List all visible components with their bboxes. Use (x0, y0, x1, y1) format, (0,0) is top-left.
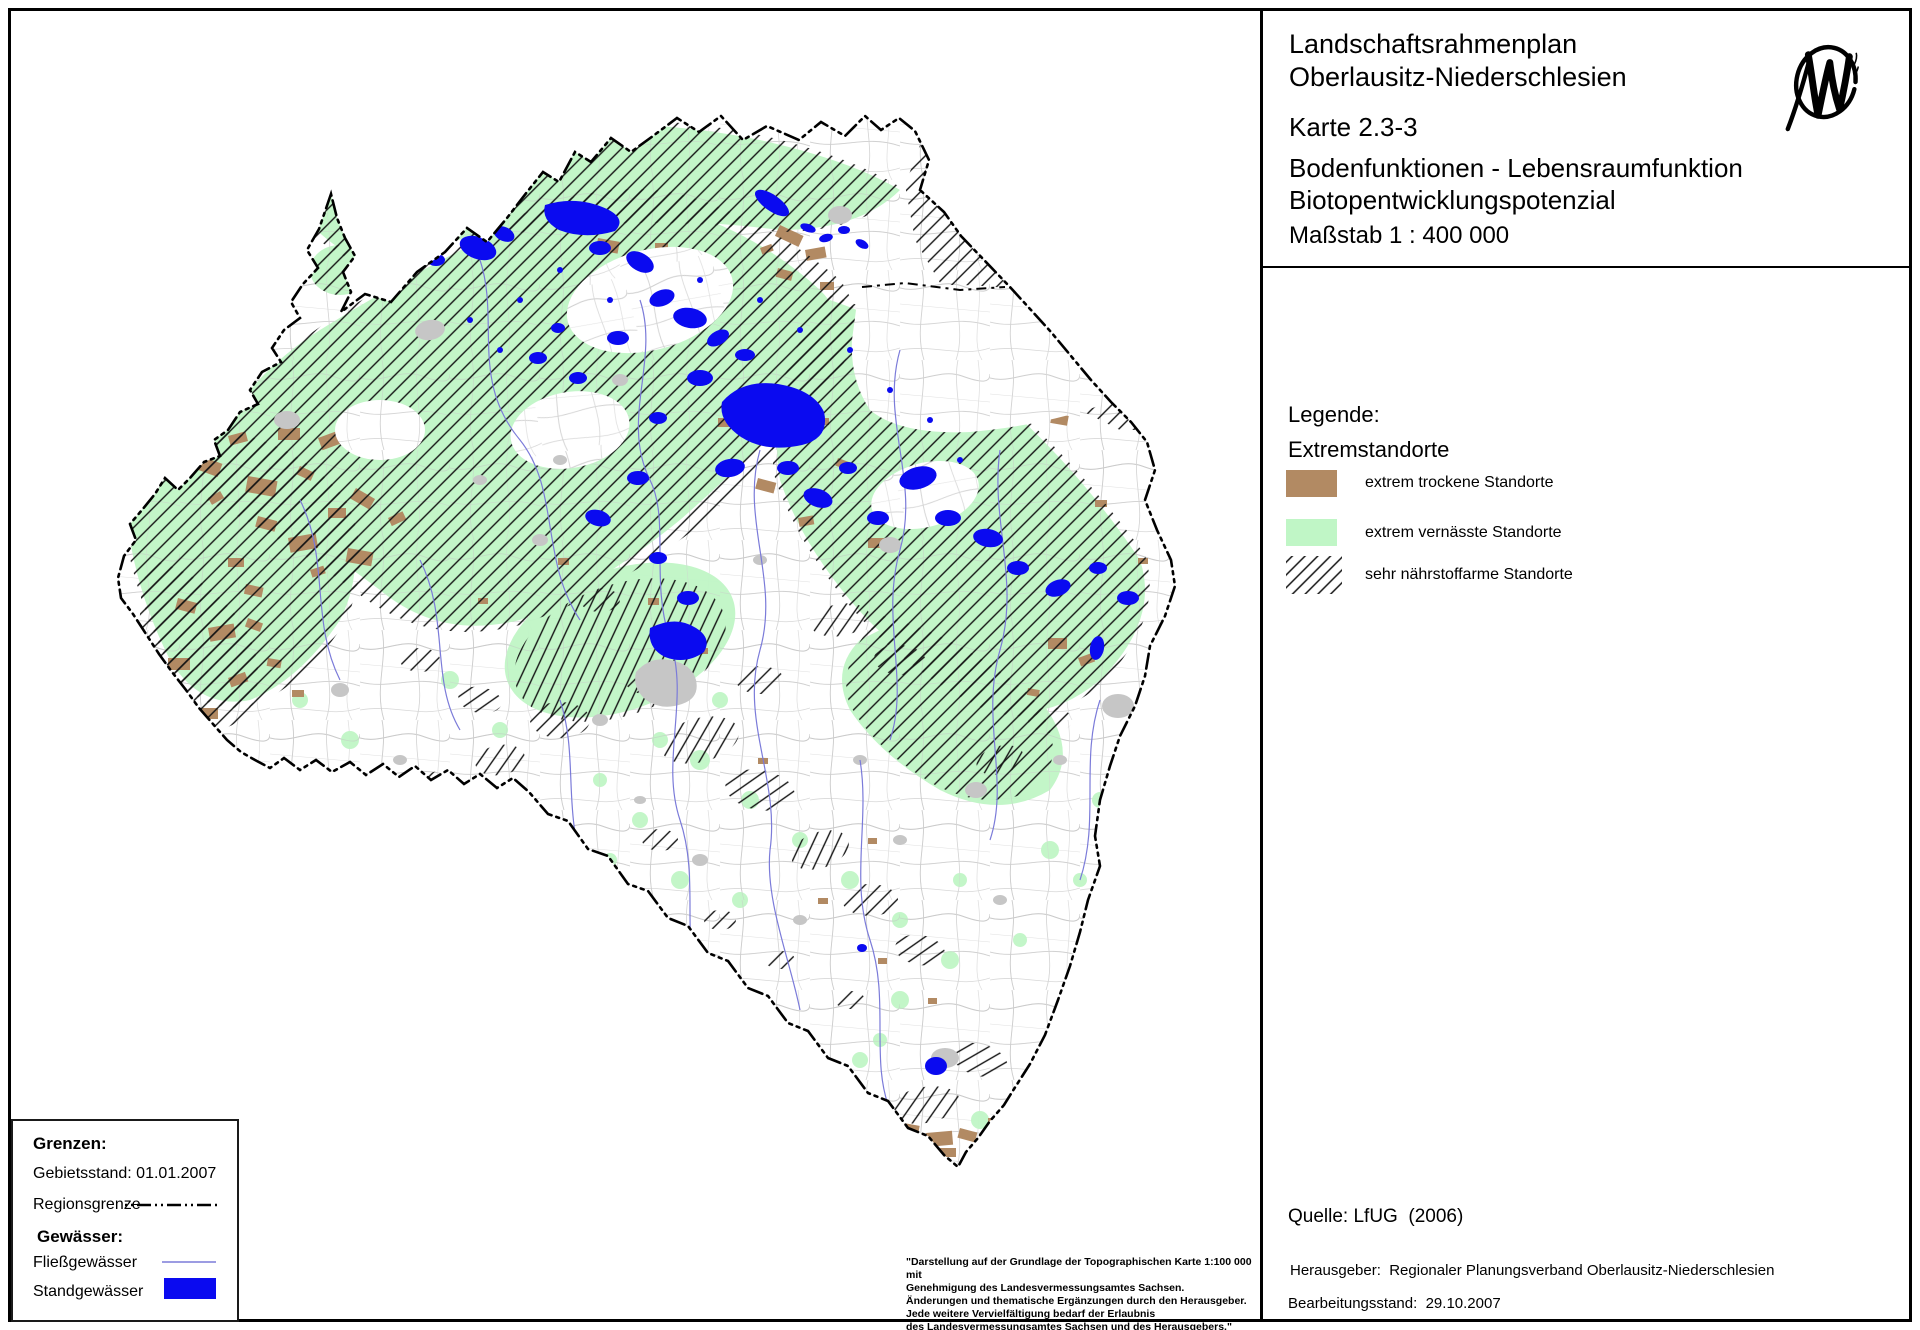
flowing-water-label: Fließgewässer (33, 1254, 138, 1271)
legend-label-dry: extrem trockene Standorte (1365, 474, 1554, 491)
legend-label-wet: extrem vernässte Standorte (1365, 524, 1562, 541)
standing-water-label: Standgewässer (33, 1283, 144, 1300)
map-key-box: Grenzen: Gebietsstand: 01.01.2007 Region… (11, 1119, 239, 1322)
disclaimer-line1: "Darstellung auf der Grundlage der Topog… (906, 1256, 1252, 1281)
lake-layer (349, 186, 1139, 1075)
map-scale: Maßstab 1 : 400 000 (1289, 222, 1510, 249)
waters-heading: Gewässer: (37, 1227, 123, 1246)
source-line: Quelle: LfUG (2006) (1288, 1206, 1464, 1227)
territory-date: Gebietsstand: 01.01.2007 (33, 1165, 217, 1182)
disclaimer-line3: Änderungen und thematische Ergänzungen d… (906, 1295, 1247, 1307)
flowing-water-symbol (162, 1261, 216, 1263)
map-title-line1: Landschaftsrahmenplan (1289, 29, 1578, 59)
map-title: Landschaftsrahmenplan Oberlausitz-Nieder… (1289, 28, 1627, 94)
map-title-line2: Oberlausitz-Niederschlesien (1289, 62, 1627, 92)
publisher-line: Herausgeber: Regionaler Planungsverband … (1290, 1262, 1775, 1279)
legend-swatch-nutrient-poor (1286, 556, 1342, 594)
publisher-logo-icon (1785, 45, 1859, 132)
copyright-disclaimer: "Darstellung auf der Grundlage der Topog… (906, 1256, 1258, 1330)
disclaimer-line5: des Landesvermessungsamtes Sachsen und d… (906, 1321, 1232, 1330)
borders-heading: Grenzen: (33, 1134, 107, 1153)
legend-group-heading: Extremstandorte (1288, 437, 1450, 462)
legend-swatch-dry (1286, 470, 1337, 497)
legend-label-nutrient-poor: sehr nährstoffarme Standorte (1365, 566, 1573, 583)
inner-district-boundary (861, 281, 1006, 292)
panel-divider-horizontal (1263, 266, 1909, 268)
disclaimer-line2: Genehmigung des Landesvermessungsamtes S… (906, 1282, 1185, 1294)
disclaimer-line4: Jede weitere Vervielfältigung bedarf der… (906, 1308, 1156, 1320)
map-subtitle-line1: Bodenfunktionen - Lebensraumfunktion (1289, 153, 1743, 183)
region-boundary (116, 114, 1177, 1170)
map-number: Karte 2.3-3 (1289, 112, 1418, 142)
standing-water-symbol (164, 1278, 216, 1299)
map-subtitle-line2: Biotopentwicklungspotenzial (1289, 185, 1616, 215)
region-border-symbol (125, 1203, 220, 1207)
map-subtitle: Bodenfunktionen - Lebensraumfunktion Bio… (1289, 152, 1743, 216)
page-border (8, 8, 1912, 1322)
region-border-label: Regionsgrenze (33, 1196, 141, 1213)
panel-divider-vertical (1260, 8, 1263, 1322)
legend-swatch-wet (1286, 519, 1337, 546)
legend-heading: Legende: (1288, 402, 1380, 427)
region-map (116, 114, 1177, 1170)
edit-date-line: Bearbeitungsstand: 29.10.2007 (1288, 1295, 1501, 1312)
